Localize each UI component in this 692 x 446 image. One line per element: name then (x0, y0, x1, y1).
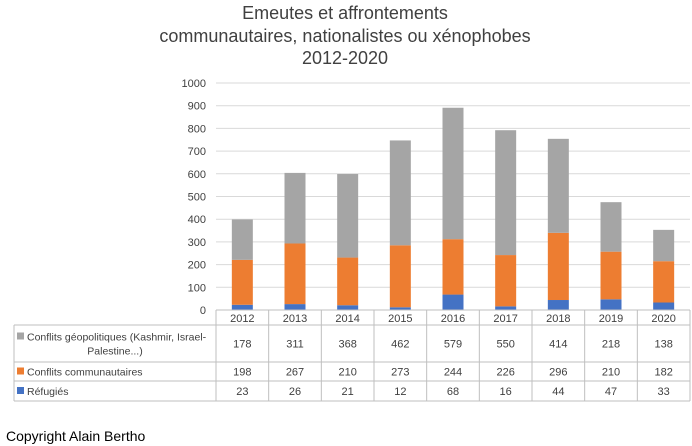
bar-segment-geopolitiques (653, 229, 675, 262)
y-tick-label: 1000 (182, 78, 206, 90)
bar-segment-geopolitiques (389, 140, 411, 246)
table-cell-value: 273 (391, 367, 409, 379)
x-category-label: 2017 (493, 313, 517, 325)
legend-label: Conflits géopolitiques (Kashmir, Israel- (27, 332, 207, 344)
bar-segment-refugies (653, 302, 675, 310)
chart-title-line-1: Emeutes et affrontements (242, 3, 448, 23)
bar-segment-communautaires (442, 239, 464, 295)
chart-title-line-3: 2012-2020 (301, 48, 389, 68)
bar-segment-geopolitiques (337, 174, 359, 258)
bar-segment-geopolitiques (442, 107, 464, 240)
bar-segment-refugies (600, 299, 622, 310)
table-cell-value: 182 (654, 367, 672, 379)
y-tick-label: 0 (200, 305, 206, 317)
legend-key (17, 367, 24, 375)
bar-segment-refugies (231, 304, 253, 310)
x-category-label: 2012 (230, 313, 254, 325)
x-category-label: 2016 (441, 313, 465, 325)
x-category-label: 2013 (283, 313, 307, 325)
table-cell-value: 244 (444, 367, 462, 379)
bar-segment-refugies (284, 304, 306, 310)
table-cell-value: 16 (500, 386, 512, 398)
table-cell-value: 550 (496, 339, 514, 351)
table-cell-value: 178 (233, 339, 251, 351)
bar-segment-refugies (389, 307, 411, 310)
y-tick-label: 700 (188, 146, 206, 158)
y-tick-label: 600 (188, 169, 206, 181)
y-tick-label: 400 (188, 214, 206, 226)
legend-key (17, 332, 24, 340)
y-tick-label: 900 (188, 101, 206, 113)
bar-segment-geopolitiques (547, 138, 569, 233)
bar-segment-communautaires (547, 232, 569, 301)
bar-segment-refugies (337, 305, 359, 310)
table-cell-value: 311 (286, 339, 304, 351)
bar-segment-geopolitiques (600, 202, 622, 252)
bar-segment-geopolitiques (284, 172, 306, 244)
table-cell-value: 33 (658, 386, 670, 398)
bar-segment-geopolitiques (495, 130, 517, 256)
x-category-label: 2018 (546, 313, 570, 325)
y-tick-label: 800 (188, 123, 206, 135)
table-cell-value: 23 (236, 386, 248, 398)
x-category-label: 2014 (335, 313, 359, 325)
table-cell-value: 296 (549, 367, 567, 379)
x-category-label: 2015 (388, 313, 412, 325)
table-cell-value: 210 (602, 367, 620, 379)
bar-segment-refugies (495, 306, 517, 310)
bar-segment-communautaires (231, 259, 253, 305)
table-cell-value: 68 (447, 386, 459, 398)
bar-segment-communautaires (284, 243, 306, 305)
bar-segment-communautaires (495, 255, 517, 307)
x-category-label: 2020 (651, 313, 675, 325)
table-cell-value: 218 (602, 339, 620, 351)
y-tick-label: 200 (188, 260, 206, 272)
x-category-label: 2019 (599, 313, 623, 325)
table-cell-value: 198 (233, 367, 251, 379)
bar-segment-geopolitiques (231, 219, 253, 260)
table-cell-value: 138 (654, 339, 672, 351)
table-cell-value: 368 (338, 339, 356, 351)
bar-segment-refugies (547, 300, 569, 310)
stacked-bar-chart: 0 100 200 300 400 500 600 700 800 900 1000 2012 2013… (13, 78, 691, 402)
y-tick-label: 100 (188, 282, 206, 294)
chart-title-line-2: communautaires, nationalistes ou xénopho… (159, 26, 531, 46)
table-cell-value: 579 (444, 339, 462, 351)
bar-segment-communautaires (600, 251, 622, 300)
table-cell-value: 462 (391, 339, 409, 351)
bar-segment-communautaires (389, 245, 411, 308)
table-cell-value: 267 (286, 367, 304, 379)
bar-segment-refugies (442, 294, 464, 310)
bar-segment-communautaires (653, 261, 675, 303)
table-cell-value: 210 (338, 367, 356, 379)
legend-label: Conflits communautaires (27, 367, 143, 379)
table-cell-value: 26 (289, 386, 301, 398)
copyright-text: Copyright Alain Bertho (6, 428, 146, 444)
bar-segment-communautaires (337, 257, 359, 306)
table-cell-value: 44 (552, 386, 564, 398)
y-tick-label: 500 (188, 192, 206, 204)
legend-label: Réfugiés (27, 386, 68, 398)
table-cell-value: 47 (605, 386, 617, 398)
table-cell-value: 21 (342, 386, 354, 398)
y-tick-label: 300 (188, 237, 206, 249)
legend-label: Palestine...) (87, 346, 142, 358)
table-cell-value: 414 (549, 339, 567, 351)
legend-key (17, 387, 24, 394)
table-cell-value: 12 (394, 386, 406, 398)
table-cell-value: 226 (496, 367, 514, 379)
